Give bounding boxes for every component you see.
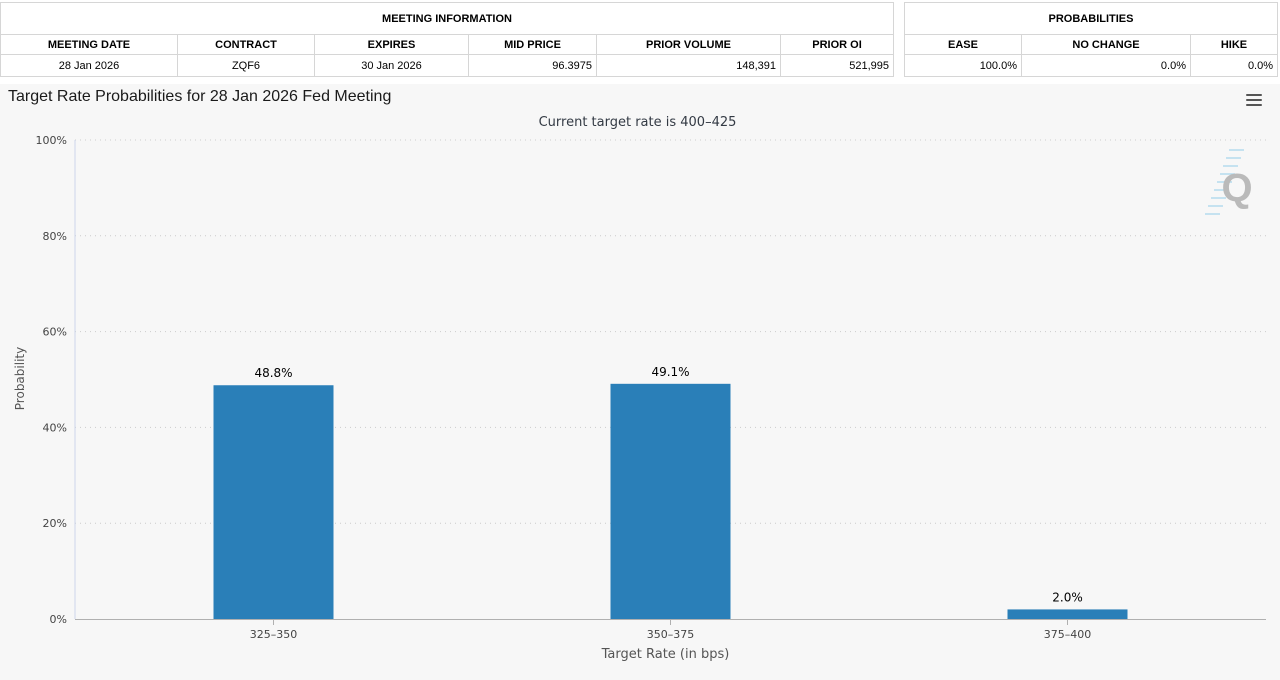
no-change-column-header: NO CHANGE — [1021, 34, 1191, 55]
chart-subtitle: Current target rate is 400–425 — [539, 115, 737, 130]
expires-cell: 30 Jan 2026 — [314, 54, 469, 77]
expires-column-header: EXPIRES — [314, 34, 469, 55]
y-tick-label: 0% — [50, 613, 67, 626]
ease-cell: 100.0% — [904, 54, 1022, 77]
bar — [1007, 609, 1128, 619]
bar-chart: Current target rate is 400–425 0% 20% 40% 60… — [13, 115, 1266, 662]
hike-cell: 0.0% — [1189, 54, 1279, 77]
table-row: 28 Jan 2026 ZQF6 30 Jan 2026 96.3975 148… — [0, 54, 895, 77]
data-label: 49.1% — [651, 365, 689, 379]
svg-text:Q: Q — [1221, 166, 1252, 210]
y-tick-label: 60% — [43, 326, 67, 339]
q-logo-icon: Q — [1205, 149, 1253, 215]
bar — [610, 383, 731, 619]
data-label: 48.8% — [254, 366, 292, 380]
y-tick-label: 80% — [43, 230, 67, 243]
prior-oi-cell: 521,995 — [779, 54, 895, 77]
no-change-cell: 0.0% — [1021, 54, 1191, 77]
x-tick-label: 350–375 — [647, 628, 695, 641]
meeting-date-cell: 28 Jan 2026 — [0, 54, 178, 77]
ease-column-header: EASE — [904, 34, 1022, 55]
meeting-date-column-header: MEETING DATE — [0, 34, 178, 55]
meeting-information-table: MEETING INFORMATION MEETING DATE CONTRAC… — [0, 2, 895, 77]
bar — [213, 385, 334, 619]
contract-cell: ZQF6 — [177, 54, 315, 77]
data-label: 2.0% — [1052, 590, 1083, 604]
x-tick-label: 375–400 — [1044, 628, 1092, 641]
y-tick-label: 100% — [36, 134, 67, 147]
chart-title: Target Rate Probabilities for 28 Jan 202… — [8, 88, 392, 105]
meeting-information-header: MEETING INFORMATION — [0, 2, 895, 35]
x-axis-title: Target Rate (in bps) — [601, 647, 730, 662]
y-axis-title: Probability — [13, 347, 27, 410]
table-row: 100.0% 0.0% 0.0% — [904, 54, 1279, 77]
prior-volume-cell: 148,391 — [596, 54, 781, 77]
contract-column-header: CONTRACT — [177, 34, 315, 55]
hike-column-header: HIKE — [1189, 34, 1279, 55]
mid-price-column-header: MID PRICE — [468, 34, 597, 55]
x-tick-label: 325–350 — [250, 628, 298, 641]
prior-oi-column-header: PRIOR OI — [779, 34, 895, 55]
prior-volume-column-header: PRIOR VOLUME — [596, 34, 781, 55]
y-tick-label: 20% — [43, 517, 67, 530]
y-tick-label: 40% — [43, 421, 67, 434]
hamburger-menu-icon[interactable] — [1246, 94, 1262, 109]
chart-area: Current target rate is 400–425 0% 20% 40% 60… — [0, 84, 1280, 680]
probabilities-table: PROBABILITIES EASE NO CHANGE HIKE 100.0%… — [903, 2, 1279, 77]
mid-price-cell: 96.3975 — [468, 54, 597, 77]
probabilities-header: PROBABILITIES — [903, 2, 1279, 35]
